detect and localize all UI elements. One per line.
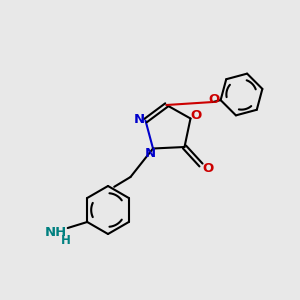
Text: N: N <box>133 112 145 126</box>
Text: H: H <box>61 233 71 247</box>
Text: O: O <box>190 109 202 122</box>
Text: N: N <box>144 147 156 161</box>
Text: NH: NH <box>45 226 68 239</box>
Text: O: O <box>202 161 213 175</box>
Text: O: O <box>209 92 220 106</box>
